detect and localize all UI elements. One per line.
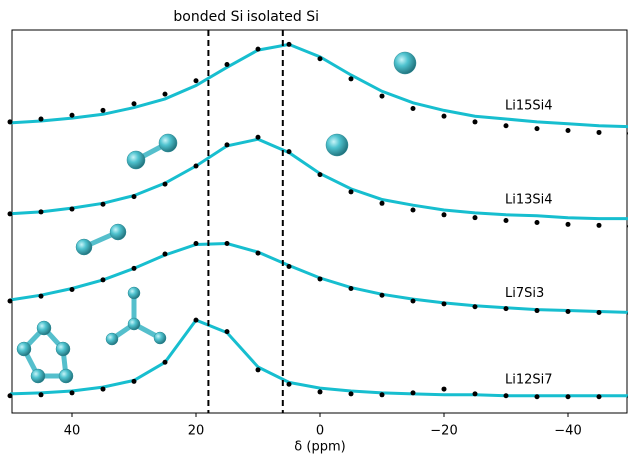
data-point (596, 309, 602, 315)
data-point (379, 93, 385, 99)
data-point (224, 241, 230, 247)
data-point (255, 250, 261, 256)
data-point (38, 209, 44, 215)
data-point (410, 207, 416, 213)
data-point (255, 367, 261, 373)
x-axis-label: δ (ppm) (294, 440, 345, 455)
x-tick-label: −20 (430, 424, 457, 439)
data-point (69, 206, 75, 212)
data-point (348, 286, 354, 292)
data-point (534, 308, 540, 314)
x-tick-label: 0 (316, 424, 324, 439)
data-point (162, 359, 168, 365)
spectrum-label: Li7Si3 (505, 286, 544, 301)
data-point (69, 286, 75, 292)
data-point (441, 212, 447, 218)
data-point (503, 123, 509, 129)
data-point (534, 126, 540, 132)
data-point (224, 329, 230, 335)
data-point (286, 381, 292, 387)
data-point (193, 163, 199, 169)
data-point (472, 304, 478, 310)
data-point (534, 394, 540, 400)
data-point (472, 215, 478, 221)
data-point (131, 265, 137, 271)
data-point (131, 378, 137, 384)
data-point (255, 134, 261, 140)
data-point (286, 264, 292, 270)
data-point (410, 298, 416, 304)
data-point (596, 394, 602, 400)
data-point (100, 277, 106, 283)
data-point (348, 391, 354, 397)
data-point (69, 112, 75, 118)
data-point (131, 101, 137, 107)
data-point (193, 241, 199, 247)
data-point (410, 390, 416, 396)
data-point (503, 306, 509, 312)
data-point (565, 394, 571, 400)
data-point (379, 200, 385, 206)
data-point (7, 393, 13, 399)
data-point (472, 391, 478, 397)
data-point (441, 113, 447, 119)
data-point (441, 386, 447, 392)
data-point (7, 119, 13, 125)
data-point (193, 78, 199, 84)
data-point (503, 218, 509, 224)
data-point (596, 129, 602, 135)
data-point (38, 392, 44, 398)
data-point (100, 107, 106, 113)
data-point (100, 386, 106, 392)
data-point (38, 293, 44, 299)
reference-label: isolated Si (247, 9, 319, 25)
data-point (100, 201, 106, 207)
data-point (162, 181, 168, 187)
molecule-icons (16, 51, 417, 384)
data-point (565, 128, 571, 134)
data-point (224, 61, 230, 67)
data-point (69, 390, 75, 396)
data-point (503, 393, 509, 399)
data-point (565, 221, 571, 227)
data-point (348, 189, 354, 195)
data-point (131, 194, 137, 200)
data-point (317, 276, 323, 282)
data-point (317, 389, 323, 395)
data-point (534, 219, 540, 225)
data-point (317, 56, 323, 62)
data-point (379, 292, 385, 298)
data-point (565, 309, 571, 315)
data-point (162, 91, 168, 97)
data-point (286, 41, 292, 47)
data-point (38, 116, 44, 122)
data-point (410, 106, 416, 112)
data-point (224, 142, 230, 148)
x-tick-label: 40 (64, 424, 81, 439)
data-point (7, 211, 13, 217)
data-point (255, 46, 261, 52)
spectrum-label: Li13Si4 (505, 192, 553, 207)
data-point (317, 172, 323, 178)
data-point (162, 251, 168, 257)
spectrum-label: Li12Si7 (505, 372, 553, 387)
data-point (7, 298, 13, 304)
data-point (193, 317, 199, 323)
fit-line (9, 318, 628, 398)
data-point (596, 222, 602, 228)
data-point (441, 301, 447, 307)
data-point (379, 392, 385, 398)
x-tick-label: 20 (188, 424, 205, 439)
reference-label: bonded Si (173, 9, 243, 25)
x-tick-label: −40 (554, 424, 581, 439)
data-point (286, 149, 292, 155)
data-point (348, 76, 354, 82)
data-point (472, 119, 478, 125)
spectrum-label: Li15Si4 (505, 98, 553, 113)
